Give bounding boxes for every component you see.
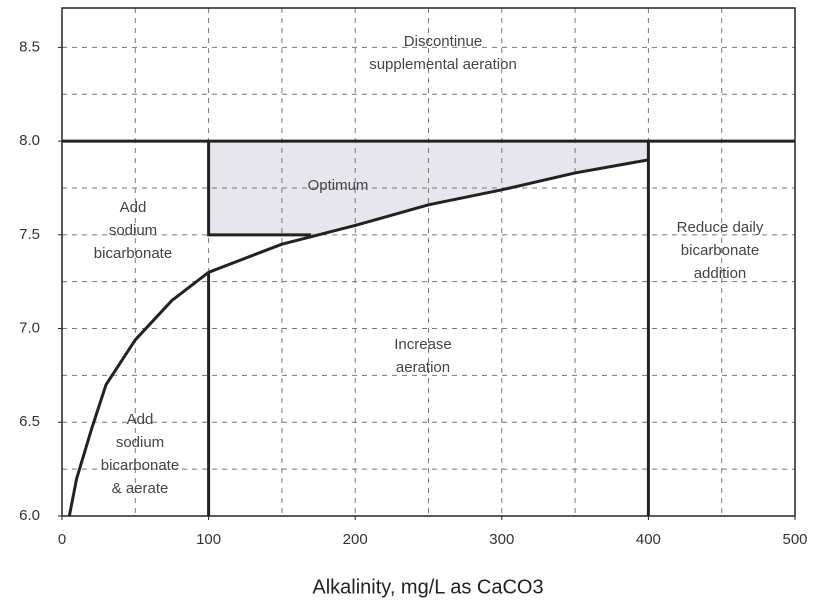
y-tick-label: 6.0 [19,507,40,524]
region-label: bicarbonate [94,245,172,262]
region-label: & aerate [112,480,169,497]
y-tick-label: 8.5 [19,38,40,55]
optimum-area [208,141,649,235]
region-label: Reduce daily [677,219,764,236]
y-tick-label: 8.0 [19,132,40,149]
region-label: bicarbonate [681,242,759,259]
x-axis-title: Alkalinity, mg/L as CaCO3 [312,576,543,598]
region-label: Optimum [308,177,369,194]
x-tick-label: 300 [489,531,514,548]
plot-frame [61,7,796,517]
x-tick-label: 400 [636,531,661,548]
x-tick-label: 100 [196,531,221,548]
region-label: addition [694,265,747,282]
region-label: Add [120,199,147,216]
region-label: sodium [116,434,164,451]
boundary-line [207,141,312,237]
region-label: supplemental aeration [369,56,517,73]
ph-curve [67,158,649,517]
region-label: bicarbonate [101,457,179,474]
x-tick-label: 500 [782,531,807,548]
region-label: Increase [394,336,452,353]
y-tick-label: 7.0 [19,320,40,337]
region-label: Add [127,411,154,428]
y-tick-label: 7.5 [19,226,40,243]
y-tick-label: 6.5 [19,413,40,430]
x-tick-label: 200 [343,531,368,548]
region-label: sodium [109,222,157,239]
region-label: Discontinue [404,33,482,50]
x-tick-label: 0 [58,531,66,548]
region-label: aeration [396,359,450,376]
